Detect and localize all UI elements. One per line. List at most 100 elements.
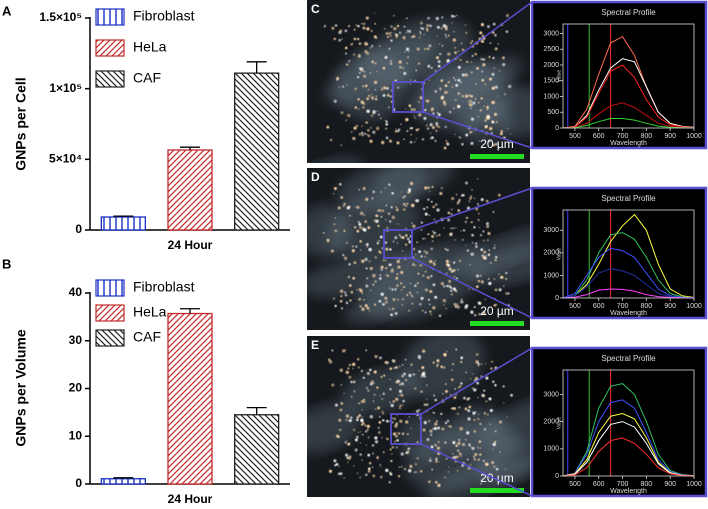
y-tick-label: 1500 [543,78,559,85]
x-tick-label: 900 [664,133,676,140]
y-axis-label: GNPs per Volume [13,329,29,446]
zoom-connector [411,257,533,319]
bar [100,478,146,485]
x-tick-label: 900 [664,303,676,310]
panel-label: B [2,256,11,271]
inset-frame [530,0,708,150]
x-tick-label: 500 [569,303,581,310]
zoom-connector [420,443,533,497]
x-axis-label: Wavelength [610,140,647,147]
legend-label: HeLa [133,39,167,55]
legend-swatch [95,304,125,322]
spectrum-line [562,383,695,477]
scale-bar [470,488,524,493]
x-tick-label: 700 [617,303,629,310]
scale-bar [470,321,524,326]
panel-label: D [311,170,320,184]
zoom-connector [422,111,533,149]
x-tick-label: 500 [569,133,581,140]
zoom-connector [420,347,533,415]
micrograph [307,336,530,497]
panel-label: C [311,2,320,16]
plot-frame [562,23,695,129]
y-tick-label: 30 [69,333,83,347]
y-axis-label: Value [556,70,562,83]
bar [234,72,280,231]
bar [234,414,280,485]
error-bar [180,146,200,151]
y-tick-label: 0 [555,295,559,302]
x-tick-label: 600 [593,481,605,488]
y-tick-label: 0 [555,473,559,480]
legend-label: CAF [133,70,161,86]
y-tick-label: 1×10⁵ [49,81,82,95]
spectrum-line [562,399,695,477]
x-tick-label: 600 [593,303,605,310]
x-tick-label: 800 [641,133,653,140]
zoom-connector [422,1,533,83]
y-tick-label: 1000 [543,93,559,100]
bar [167,312,213,485]
legend-label: HeLa [133,304,167,320]
y-tick-label: 10 [69,428,83,442]
bar [100,216,146,231]
x-tick-label: 700 [617,133,629,140]
y-tick-label: 500 [547,109,559,116]
spectrum-line [562,213,695,299]
panel-label: E [311,338,319,352]
zoom-box [383,229,413,259]
y-tick-label: 2500 [543,46,559,53]
zoom-box [392,81,424,113]
x-tick-label: 1000 [686,133,702,140]
error-bar [113,215,134,217]
panel-label: A [2,3,12,18]
y-tick-label: 0 [555,125,559,132]
spectrum-line [562,288,695,299]
legend-label: Fibroblast [133,279,195,295]
spectrum-line [562,58,695,129]
y-axis-label: Value [556,248,562,261]
y-tick-label: 0 [75,222,82,236]
plot-frame [562,369,695,477]
error-bar [246,61,267,74]
y-tick-label: 1000 [543,272,559,279]
scale-bar-label: 20 µm [480,304,514,318]
y-tick-label: 2000 [543,418,559,425]
y-tick-label: 40 [69,285,83,299]
y-tick-label: 3000 [543,391,559,398]
x-tick-label: 800 [641,481,653,488]
plot-frame [562,209,695,299]
bar [167,149,213,231]
scale-bar-label: 20 µm [480,137,514,151]
error-bar [113,477,134,479]
spectrum-line [562,64,695,129]
error-bar [180,308,200,314]
error-bar [246,406,267,415]
spectrum-line [562,437,695,477]
x-axis-label: Wavelength [610,488,647,495]
legend-swatch [95,279,125,297]
y-axis-label: Value [556,417,562,430]
scale-bar [470,154,524,159]
x-axis-label: Wavelength [610,310,647,317]
x-tick-label: 1000 [686,481,702,488]
inset-title: Spectral Profile [601,354,656,363]
x-tick-label: 900 [664,481,676,488]
inset-title: Spectral Profile [601,194,656,203]
y-tick-label: 1.5×10⁵ [39,10,82,24]
y-tick-label: 3000 [543,227,559,234]
spectrum-line [562,232,695,299]
legend-swatch [95,39,125,57]
y-tick-label: 2000 [543,62,559,69]
spectrum-line [562,268,695,299]
x-tick-label: 600 [593,133,605,140]
legend-swatch [95,70,125,88]
x-tick-label: 500 [569,481,581,488]
spectrum-line [562,247,695,299]
zoom-connector [411,187,533,231]
x-tick-label: 800 [641,303,653,310]
zoom-box [390,413,422,445]
y-tick-label: 20 [69,381,83,395]
micrograph [307,168,530,330]
y-tick-label: 0 [75,476,82,490]
